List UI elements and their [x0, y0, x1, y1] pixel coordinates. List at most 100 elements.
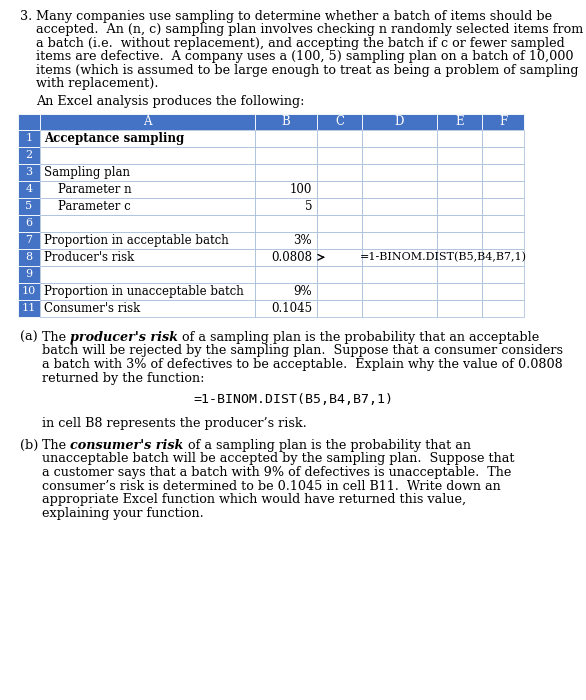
Bar: [437, 266, 482, 283]
Text: Proportion in acceptable batch: Proportion in acceptable batch: [44, 234, 229, 247]
Bar: [482, 266, 524, 283]
Bar: [255, 164, 317, 181]
Bar: [18, 266, 40, 283]
Bar: [18, 181, 40, 198]
Text: appropriate Excel function which would have returned this value,: appropriate Excel function which would h…: [42, 494, 466, 506]
Bar: [482, 181, 524, 198]
Bar: [362, 232, 437, 248]
Text: unacceptable batch will be accepted by the sampling plan.  Suppose that: unacceptable batch will be accepted by t…: [42, 452, 515, 466]
Text: Consumer's risk: Consumer's risk: [44, 302, 140, 315]
Text: returned by the function:: returned by the function:: [42, 372, 205, 384]
Bar: [482, 114, 524, 130]
Bar: [317, 232, 362, 248]
Bar: [255, 266, 317, 283]
Text: Acceptance sampling: Acceptance sampling: [44, 132, 184, 145]
Text: Sampling plan: Sampling plan: [44, 166, 130, 179]
Text: of a sampling plan is the probability that an: of a sampling plan is the probability th…: [183, 439, 471, 452]
Bar: [255, 181, 317, 198]
Bar: [317, 130, 362, 147]
Bar: [40, 198, 255, 215]
Bar: [437, 215, 482, 232]
Bar: [317, 198, 362, 215]
Bar: [437, 164, 482, 181]
Bar: [362, 147, 437, 164]
Bar: [362, 283, 437, 300]
Text: A: A: [143, 116, 152, 128]
Bar: [40, 300, 255, 317]
Bar: [362, 266, 437, 283]
Text: 7: 7: [26, 235, 32, 245]
Text: Producer's risk: Producer's risk: [44, 251, 134, 264]
Bar: [362, 164, 437, 181]
Bar: [317, 181, 362, 198]
Text: 9%: 9%: [294, 285, 312, 298]
Text: D: D: [395, 116, 404, 128]
Bar: [18, 164, 40, 181]
Text: 3.: 3.: [20, 10, 32, 23]
Text: (a): (a): [20, 331, 38, 344]
Bar: [255, 215, 317, 232]
Text: =1-BINOM.DIST(B5,B4,B7,1): =1-BINOM.DIST(B5,B4,B7,1): [360, 252, 527, 262]
Bar: [362, 215, 437, 232]
Bar: [40, 130, 255, 147]
Text: of a sampling plan is the probability that an acceptable: of a sampling plan is the probability th…: [178, 331, 539, 344]
Bar: [18, 248, 40, 266]
Text: explaining your function.: explaining your function.: [42, 507, 204, 520]
Text: 2: 2: [25, 150, 33, 160]
Bar: [437, 181, 482, 198]
Text: 5: 5: [25, 202, 33, 211]
Bar: [255, 130, 317, 147]
Bar: [437, 130, 482, 147]
Bar: [437, 248, 482, 266]
Bar: [40, 283, 255, 300]
Text: in cell B8 represents the producer’s risk.: in cell B8 represents the producer’s ris…: [42, 417, 306, 430]
Bar: [482, 130, 524, 147]
Bar: [18, 232, 40, 248]
Bar: [317, 147, 362, 164]
Bar: [317, 283, 362, 300]
Text: Many companies use sampling to determine whether a batch of items should be: Many companies use sampling to determine…: [36, 10, 552, 23]
Bar: [40, 232, 255, 248]
Text: 0.1045: 0.1045: [271, 302, 312, 315]
Bar: [40, 181, 255, 198]
Text: 9: 9: [25, 270, 33, 279]
Text: 6: 6: [25, 218, 33, 228]
Bar: [40, 114, 255, 130]
Bar: [437, 283, 482, 300]
Text: F: F: [499, 116, 507, 128]
Bar: [18, 114, 40, 130]
Bar: [40, 248, 255, 266]
Text: 5: 5: [305, 199, 312, 213]
Text: Parameter c: Parameter c: [58, 199, 131, 213]
Text: a batch (i.e.  without replacement), and accepting the batch if c or fewer sampl: a batch (i.e. without replacement), and …: [36, 37, 565, 50]
Bar: [482, 164, 524, 181]
Bar: [362, 130, 437, 147]
Text: 4: 4: [25, 184, 33, 195]
Bar: [482, 248, 524, 266]
Bar: [40, 215, 255, 232]
Text: 10: 10: [22, 286, 36, 296]
Bar: [317, 266, 362, 283]
Bar: [317, 300, 362, 317]
Text: The: The: [42, 331, 70, 344]
Bar: [362, 181, 437, 198]
Bar: [482, 300, 524, 317]
Text: 100: 100: [289, 183, 312, 196]
Bar: [40, 266, 255, 283]
Bar: [18, 300, 40, 317]
Bar: [482, 147, 524, 164]
Text: batch will be rejected by the sampling plan.  Suppose that a consumer considers: batch will be rejected by the sampling p…: [42, 344, 563, 358]
Bar: [255, 300, 317, 317]
Text: a customer says that a batch with 9% of defectives is unacceptable.  The: a customer says that a batch with 9% of …: [42, 466, 512, 479]
Text: with replacement).: with replacement).: [36, 77, 158, 90]
Bar: [437, 198, 482, 215]
Text: Parameter n: Parameter n: [58, 183, 132, 196]
Text: items are defective.  A company uses a (100, 5) sampling plan on a batch of 10,0: items are defective. A company uses a (1…: [36, 50, 574, 63]
Bar: [317, 164, 362, 181]
Text: 8: 8: [25, 252, 33, 262]
Bar: [437, 147, 482, 164]
Text: (b): (b): [20, 439, 38, 452]
Bar: [40, 164, 255, 181]
Text: 11: 11: [22, 303, 36, 314]
Text: E: E: [455, 116, 464, 128]
